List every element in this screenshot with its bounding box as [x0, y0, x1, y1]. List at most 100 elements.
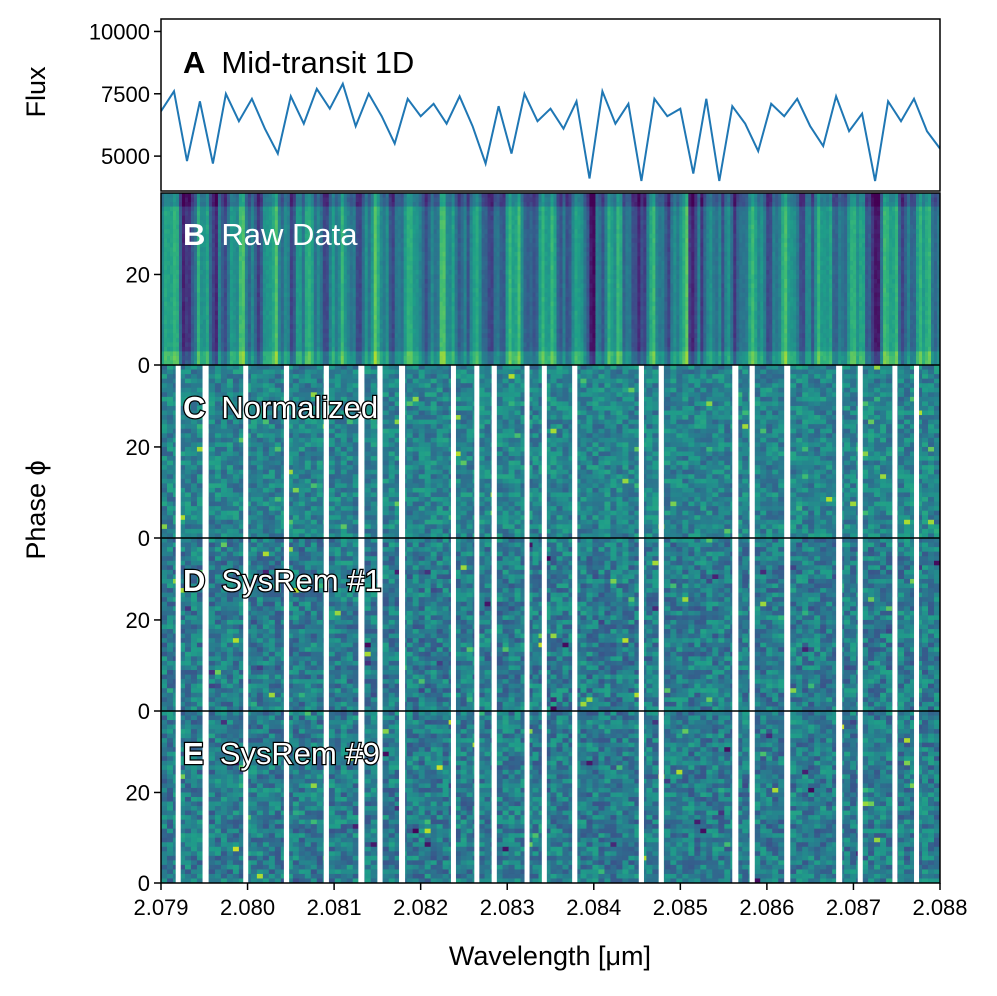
heatmap-cell — [541, 197, 545, 203]
heatmap-cell — [256, 215, 261, 221]
heatmap-cell — [595, 211, 599, 217]
heatmap-cell — [787, 233, 791, 239]
heatmap-cell — [751, 238, 755, 244]
heatmap-cell — [550, 233, 554, 239]
heatmap-cell — [514, 224, 518, 230]
heatmap-cell — [349, 229, 354, 235]
heatmap-cell — [820, 215, 824, 221]
heatmap-cell — [187, 256, 192, 262]
heatmap-cell — [823, 193, 827, 198]
heatmap-cell — [529, 242, 533, 248]
heatmap-cell — [307, 279, 312, 284]
heatmap-cell — [496, 265, 500, 271]
heatmap-cell — [283, 265, 288, 271]
heatmap-cell — [478, 197, 482, 203]
heatmap-cell — [454, 229, 459, 235]
heatmap-cell — [787, 193, 791, 198]
heatmap-cell — [538, 269, 542, 275]
heatmap-cell — [766, 251, 770, 257]
heatmap-cell — [226, 211, 231, 217]
heatmap-cell — [268, 247, 273, 253]
heatmap-cell — [592, 265, 596, 271]
heatmap-cell — [622, 224, 626, 230]
heatmap-cell — [442, 274, 447, 280]
heatmap-cell — [166, 274, 171, 280]
heatmap-cell — [568, 229, 572, 235]
heatmap-cell — [301, 206, 306, 212]
heatmap-cell — [721, 220, 725, 226]
heatmap-cell — [805, 202, 809, 207]
heatmap-cell — [310, 247, 315, 253]
heatmap-cell — [394, 265, 399, 271]
heatmap-cell — [754, 251, 758, 257]
heatmap-cell — [268, 224, 273, 230]
heatmap-cell — [838, 265, 842, 271]
heatmap-cell — [292, 211, 297, 217]
heatmap-cell — [169, 202, 174, 207]
heatmap-cell — [370, 202, 375, 207]
heatmap-cell — [874, 251, 878, 257]
heatmap-cell — [598, 220, 602, 226]
heatmap-cell — [850, 251, 854, 257]
heatmap-cell — [244, 206, 249, 212]
heatmap-cell — [322, 247, 327, 253]
heatmap-cell — [349, 224, 354, 230]
heatmap-cell — [601, 265, 605, 271]
heatmap-cell — [808, 242, 812, 248]
heatmap-cell — [352, 211, 357, 217]
heatmap-cell — [823, 211, 827, 217]
heatmap-cell — [706, 197, 710, 203]
heatmap-cell — [295, 265, 300, 271]
heatmap-cell — [730, 206, 734, 212]
heatmap-cell — [754, 193, 758, 198]
heatmap-cell — [529, 220, 533, 226]
heatmap-cell — [550, 247, 554, 253]
heatmap-cell — [925, 238, 929, 244]
heatmap-cell — [256, 211, 261, 217]
heatmap-cell — [409, 215, 414, 221]
heatmap-cell — [199, 256, 204, 262]
heatmap-cell — [322, 279, 327, 284]
heatmap-cell — [292, 233, 297, 239]
heatmap-cell — [772, 269, 776, 275]
heatmap-cell — [508, 215, 512, 221]
heatmap-cell — [793, 229, 797, 235]
heatmap-cell — [418, 229, 423, 235]
heatmap-cell — [313, 197, 318, 203]
heatmap-cell — [898, 233, 902, 239]
heatmap-cell — [175, 197, 180, 203]
heatmap-cell — [161, 215, 165, 221]
heatmap-cell — [877, 233, 881, 239]
heatmap-cell — [853, 256, 857, 262]
heatmap-cell — [709, 265, 713, 271]
heatmap-cell — [397, 233, 402, 239]
heatmap-cell — [871, 251, 875, 257]
heatmap-cell — [406, 215, 411, 221]
heatmap-cell — [391, 220, 396, 226]
heatmap-cell — [526, 206, 530, 212]
heatmap-cell — [349, 256, 354, 262]
heatmap-cell — [226, 220, 231, 226]
heatmap-cell — [235, 242, 240, 248]
heatmap-cell — [502, 202, 506, 207]
heatmap-cell — [706, 238, 710, 244]
heatmap-cell — [823, 269, 827, 275]
heatmap-cell — [559, 206, 563, 212]
heatmap-cell — [511, 211, 515, 217]
heatmap-cell — [265, 215, 270, 221]
heatmap-cell — [226, 193, 231, 198]
heatmap-cell — [178, 242, 183, 248]
heatmap-cell — [730, 211, 734, 217]
heatmap-cell — [751, 256, 755, 262]
heatmap-cell — [349, 242, 354, 248]
heatmap-cell — [763, 215, 767, 221]
heatmap-cell — [328, 233, 333, 239]
heatmap-cell — [373, 224, 378, 230]
heatmap-cell — [724, 260, 728, 266]
heatmap-cell — [667, 265, 671, 271]
heatmap-cell — [229, 215, 234, 221]
heatmap-cell — [592, 206, 596, 212]
heatmap-cell — [391, 197, 396, 203]
heatmap-cell — [436, 260, 441, 266]
heatmap-cell — [640, 256, 644, 262]
